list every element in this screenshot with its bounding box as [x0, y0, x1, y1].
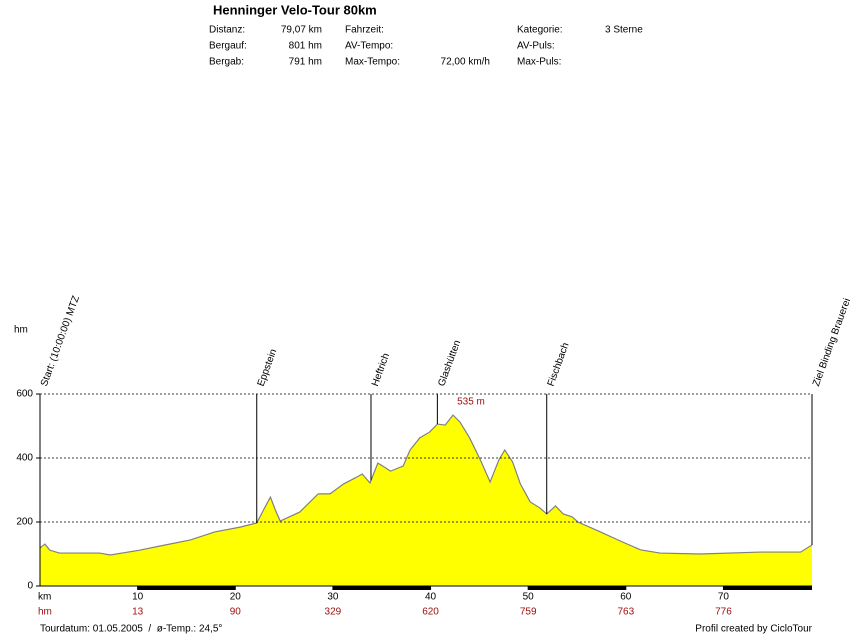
- title: Henninger Velo-Tour 80km: [213, 2, 377, 17]
- x-tick-label: 10: [132, 592, 144, 603]
- climb-value: 13: [132, 607, 144, 618]
- scale-segment: [723, 586, 812, 590]
- elevation-line: [39, 414, 813, 556]
- scale-segment: [332, 586, 431, 590]
- peak-label: 535 m: [457, 396, 485, 407]
- stat-label: Bergauf:: [209, 41, 247, 52]
- y-tick-label: 0: [27, 581, 33, 592]
- x-tick-label: 30: [327, 592, 339, 603]
- stat-value: 801 hm: [289, 41, 322, 52]
- x-tick-label: 70: [718, 592, 730, 603]
- stat-label: Max-Tempo:: [345, 57, 400, 68]
- climb-value: 90: [230, 607, 242, 618]
- climb-value: 763: [617, 607, 634, 618]
- y-tick-label: 200: [16, 517, 33, 528]
- stat-value: 791 hm: [289, 57, 322, 68]
- stat-value: 72,00 km/h: [441, 57, 490, 68]
- climb-value: 776: [715, 607, 732, 618]
- y-tick-label: 600: [16, 389, 33, 400]
- climb-value: 620: [422, 607, 439, 618]
- stat-label: Max-Puls:: [517, 57, 561, 68]
- climb-value: 329: [325, 607, 342, 618]
- stat-label: Distanz:: [209, 25, 245, 36]
- y-axis-label: hm: [14, 325, 28, 336]
- climb-value: 759: [520, 607, 537, 618]
- climb-label: hm: [38, 607, 52, 618]
- y-tick-label: 400: [16, 453, 33, 464]
- waypoint-label: Ziel Binding Brauerei: [811, 297, 852, 388]
- stat-label: Kategorie:: [517, 25, 563, 36]
- footer-right: Profil created by CicloTour: [695, 624, 812, 634]
- waypoint-label: Glashütten: [436, 339, 463, 388]
- x-tick-label: 50: [523, 592, 535, 603]
- stat-label: Fahrzeit:: [345, 25, 384, 36]
- scale-segment: [528, 586, 626, 590]
- waypoint-label: Heftrich: [370, 352, 392, 388]
- stat-label: AV-Puls:: [517, 41, 555, 52]
- stat-label: AV-Tempo:: [345, 41, 393, 52]
- stat-value: 79,07 km: [281, 25, 322, 36]
- waypoint-label: Eppstein: [256, 348, 280, 388]
- x-tick-label: 20: [230, 592, 242, 603]
- stat-label: Bergab:: [209, 57, 244, 68]
- waypoint-label: Fischbach: [546, 341, 572, 388]
- x-axis-label: km: [38, 592, 51, 603]
- x-tick-label: 40: [425, 592, 437, 603]
- x-tick-label: 60: [620, 592, 632, 603]
- elevation-area: [40, 415, 812, 586]
- footer-left: Tourdatum: 01.05.2005 / ø-Temp.: 24,5°: [40, 624, 222, 634]
- scale-segment: [137, 586, 236, 590]
- waypoint-label: Start: (10:00:00) MTZ: [39, 294, 82, 388]
- stat-value: 3 Sterne: [605, 25, 643, 36]
